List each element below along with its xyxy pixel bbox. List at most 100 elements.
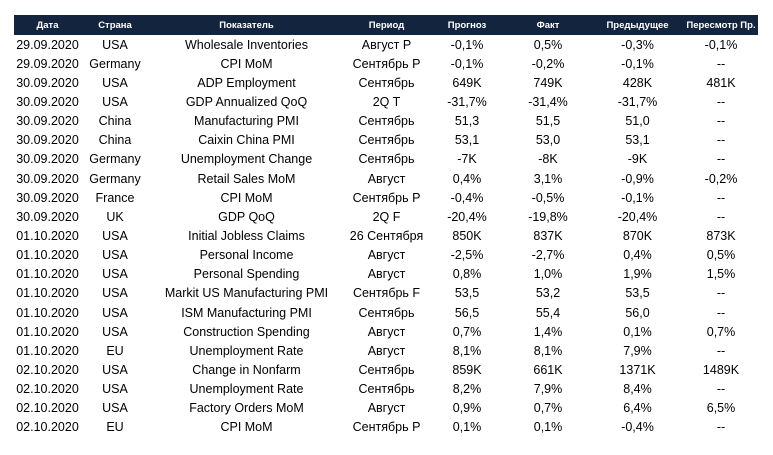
table-row: 30.09.2020 France CPI MoM Сентябрь P -0,4% -0… [14,188,758,207]
cell-previous: -0,3% [621,37,654,52]
cell-country: USA [102,382,128,397]
cell-actual: -0,5% [531,190,565,205]
cell-forecast: 8,2% [452,382,482,397]
table-row: 30.09.2020 Germany Retail Sales MoM Август 0… [14,169,758,188]
cell-indicator: CPI MoM [220,190,273,205]
cell-actual: 55,4 [535,305,561,320]
cell-date: 02.10.2020 [16,401,79,416]
cell-country: USA [102,267,128,282]
table-row: 01.10.2020 USA ISM Manufacturing PMI Сентяб… [14,303,758,322]
cell-revised: 0,7% [706,324,736,339]
cell-actual: 749K [533,75,563,90]
table-body: 29.09.2020 USA Wholesale Inventories Август… [14,35,758,437]
cell-period: Сентябрь [358,152,415,167]
header-forecast: Прогноз [429,15,505,35]
cell-country: USA [102,75,128,90]
cell-previous: 56,0 [625,305,650,320]
table-row: 30.09.2020 China Manufacturing PMI Сентябрь… [14,112,758,131]
cell-country: China [98,114,132,129]
cell-indicator: CPI MoM [220,420,273,435]
cell-forecast: -0,1% [450,37,484,52]
cell-indicator: Factory Orders MoM [189,401,304,416]
cell-actual: 7,9% [533,382,563,397]
cell-actual: 1,0% [533,267,563,282]
cell-date: 02.10.2020 [16,362,79,377]
cell-revised: -- [716,343,726,358]
cell-forecast: 0,9% [452,401,482,416]
cell-period: Сентябрь [358,305,415,320]
cell-country: Germany [89,171,141,186]
cell-date: 30.09.2020 [16,133,79,148]
cell-date: 02.10.2020 [16,420,79,435]
header-revised: Пересмотр Пр. [684,15,758,35]
cell-period: Сентябрь [358,362,415,377]
cell-period: Август [367,324,406,339]
table-row: 01.10.2020 USA Personal Spending Август 0,8%… [14,265,758,284]
cell-period: Сентябрь F [352,286,421,301]
table-row: 30.09.2020 Germany Unemployment Change Сент… [14,150,758,169]
cell-previous: -0,1% [621,190,654,205]
cell-date: 01.10.2020 [16,228,79,243]
header-country: Страна [81,15,149,35]
cell-indicator: CPI MoM [220,56,273,71]
cell-revised: -- [716,94,726,109]
cell-date: 29.09.2020 [16,37,79,52]
cell-country: France [95,190,135,205]
table-row: 30.09.2020 UK GDP QoQ 2Q F -20,4% -19,8% -20,4… [14,207,758,226]
cell-revised: 1489K [702,362,740,377]
cell-indicator: Unemployment Rate [189,382,304,397]
cell-date: 30.09.2020 [16,114,79,129]
cell-country: USA [102,248,128,263]
cell-actual: 0,1% [533,420,563,435]
table-row: 01.10.2020 USA Construction Spending Август… [14,322,758,341]
cell-period: 2Q F [372,209,401,224]
cell-country: China [98,133,132,148]
cell-date: 29.09.2020 [16,56,79,71]
cell-forecast: 0,4% [452,171,482,186]
cell-indicator: Construction Spending [183,324,310,339]
cell-revised: -0,1% [704,37,738,52]
cell-period: Август P [361,37,412,52]
cell-indicator: Manufacturing PMI [194,114,299,129]
cell-actual: -2,7% [531,248,565,263]
cell-previous: -0,4% [621,420,654,435]
cell-previous: 1,9% [623,267,652,282]
cell-actual: -0,2% [531,56,565,71]
table-row: 02.10.2020 USA Unemployment Rate Сентябрь 8,… [14,380,758,399]
cell-country: USA [102,324,128,339]
cell-country: Germany [89,56,141,71]
cell-indicator: ADP Employment [197,75,296,90]
cell-period: 26 Сентября [349,228,424,243]
cell-date: 01.10.2020 [16,305,79,320]
cell-revised: -- [716,286,726,301]
cell-revised: -- [716,56,726,71]
cell-period: Август [367,343,406,358]
cell-revised: 873K [706,228,736,243]
cell-previous: 0,1% [623,324,652,339]
cell-previous: -20,4% [617,209,658,224]
cell-period: Август [367,171,406,186]
cell-indicator: Personal Income [199,248,294,263]
cell-previous: 428K [622,75,653,90]
cell-actual: -31,4% [528,94,568,109]
cell-revised: -- [716,209,726,224]
cell-indicator: Unemployment Rate [189,343,304,358]
cell-forecast: -0,4% [450,190,484,205]
cell-forecast: -20,4% [447,209,487,224]
cell-previous: -9K [627,152,648,167]
cell-previous: -31,7% [617,94,658,109]
cell-revised: -- [716,133,726,148]
cell-forecast: -7K [457,152,477,167]
header-period: Период [344,15,429,35]
header-indicator: Показатель [149,15,344,35]
cell-indicator: Markit US Manufacturing PMI [164,286,329,301]
table-row: 30.09.2020 USA ADP Employment Сентябрь 649K 7… [14,73,758,92]
cell-country: USA [102,228,128,243]
table-row: 01.10.2020 EU Unemployment Rate Август 8,1% 8… [14,341,758,360]
cell-period: Сентябрь [358,114,415,129]
cell-forecast: 0,8% [452,267,482,282]
cell-date: 01.10.2020 [16,324,79,339]
cell-country: UK [106,209,124,224]
cell-indicator: GDP QoQ [218,209,275,224]
cell-forecast: 56,5 [454,305,480,320]
